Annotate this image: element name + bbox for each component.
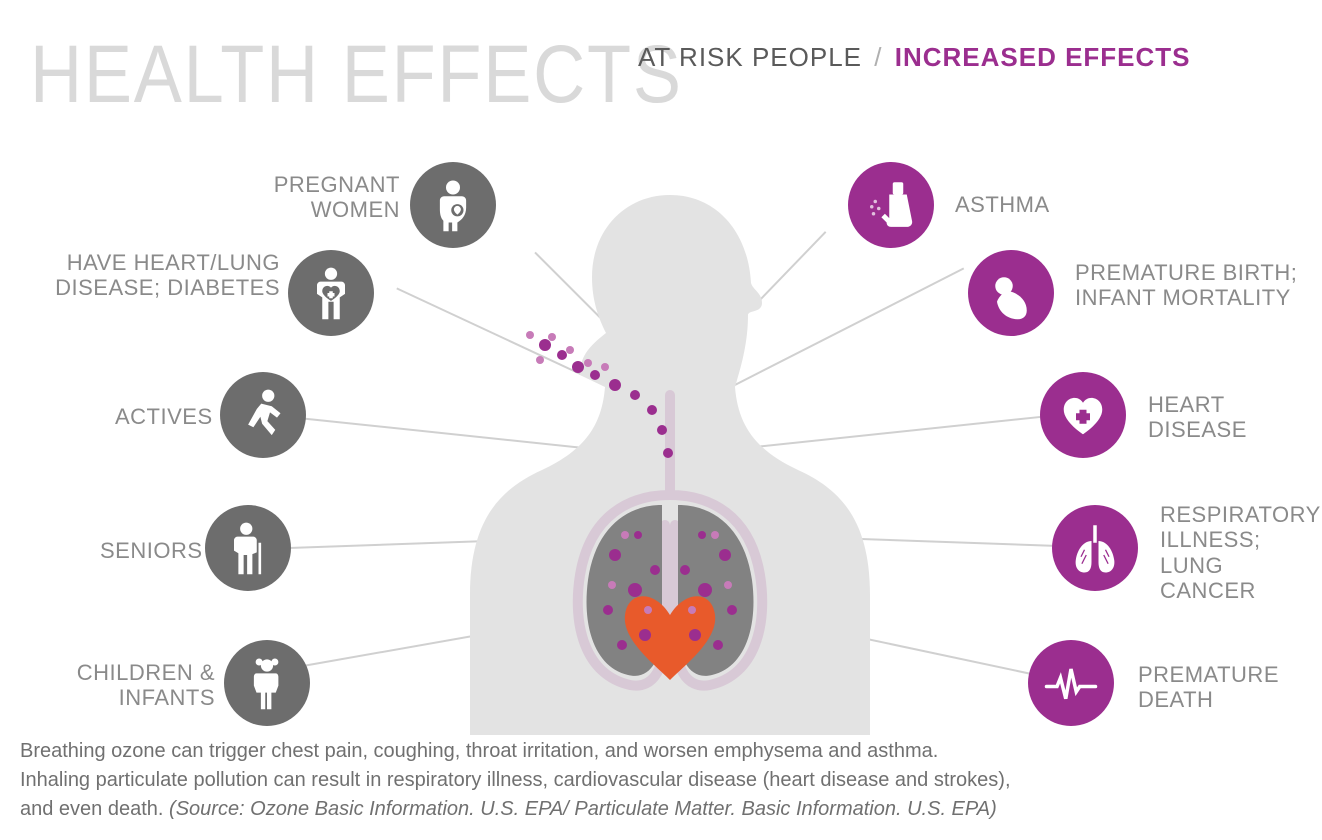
heart-lung-icon bbox=[288, 250, 374, 336]
premature-birth-label: PREMATURE BIRTH; INFANT MORTALITY bbox=[1075, 260, 1305, 311]
heart-lung-label: HAVE HEART/LUNG DISEASE; DIABETES bbox=[40, 250, 280, 301]
subtitle-right: INCREASED EFFECTS bbox=[895, 42, 1191, 72]
children-icon bbox=[224, 640, 310, 726]
heart-disease-icon bbox=[1040, 372, 1126, 458]
actives-icon bbox=[220, 372, 306, 458]
actives-label: ACTIVES bbox=[115, 404, 210, 429]
torso-illustration bbox=[470, 195, 870, 735]
caption-source: (Source: Ozone Basic Information. U.S. E… bbox=[169, 798, 997, 820]
subtitle-left: AT RISK PEOPLE bbox=[638, 42, 862, 72]
caption-text: Breathing ozone can trigger chest pain, … bbox=[20, 737, 1300, 824]
children-label: CHILDREN & INFANTS bbox=[35, 660, 215, 711]
respiratory-label: RESPIRATORY ILLNESS; LUNG CANCER bbox=[1160, 502, 1320, 603]
pregnant-icon bbox=[410, 162, 496, 248]
caption-line-1: Breathing ozone can trigger chest pain, … bbox=[20, 740, 938, 762]
respiratory-icon bbox=[1052, 505, 1138, 591]
caption-line-3: and even death. bbox=[20, 798, 163, 820]
caption-line-2: Inhaling particulate pollution can resul… bbox=[20, 769, 1011, 791]
main-title: HEALTH EFFECTS bbox=[30, 28, 683, 122]
premature-death-label: PREMATURE DEATH bbox=[1138, 662, 1298, 713]
subtitle-slash: / bbox=[874, 42, 882, 72]
heart-disease-label: HEART DISEASE bbox=[1148, 392, 1308, 443]
seniors-label: SENIORS bbox=[100, 538, 195, 563]
diagram-area: PREGNANT WOMEN HAVE HEART/LUNG DISEASE; D… bbox=[0, 110, 1322, 730]
seniors-icon bbox=[205, 505, 291, 591]
premature-birth-icon bbox=[968, 250, 1054, 336]
subtitle: AT RISK PEOPLE / INCREASED EFFECTS bbox=[638, 42, 1191, 73]
premature-death-icon bbox=[1028, 640, 1114, 726]
pregnant-label: PREGNANT WOMEN bbox=[190, 172, 400, 223]
asthma-label: ASTHMA bbox=[955, 192, 1155, 217]
asthma-icon bbox=[848, 162, 934, 248]
